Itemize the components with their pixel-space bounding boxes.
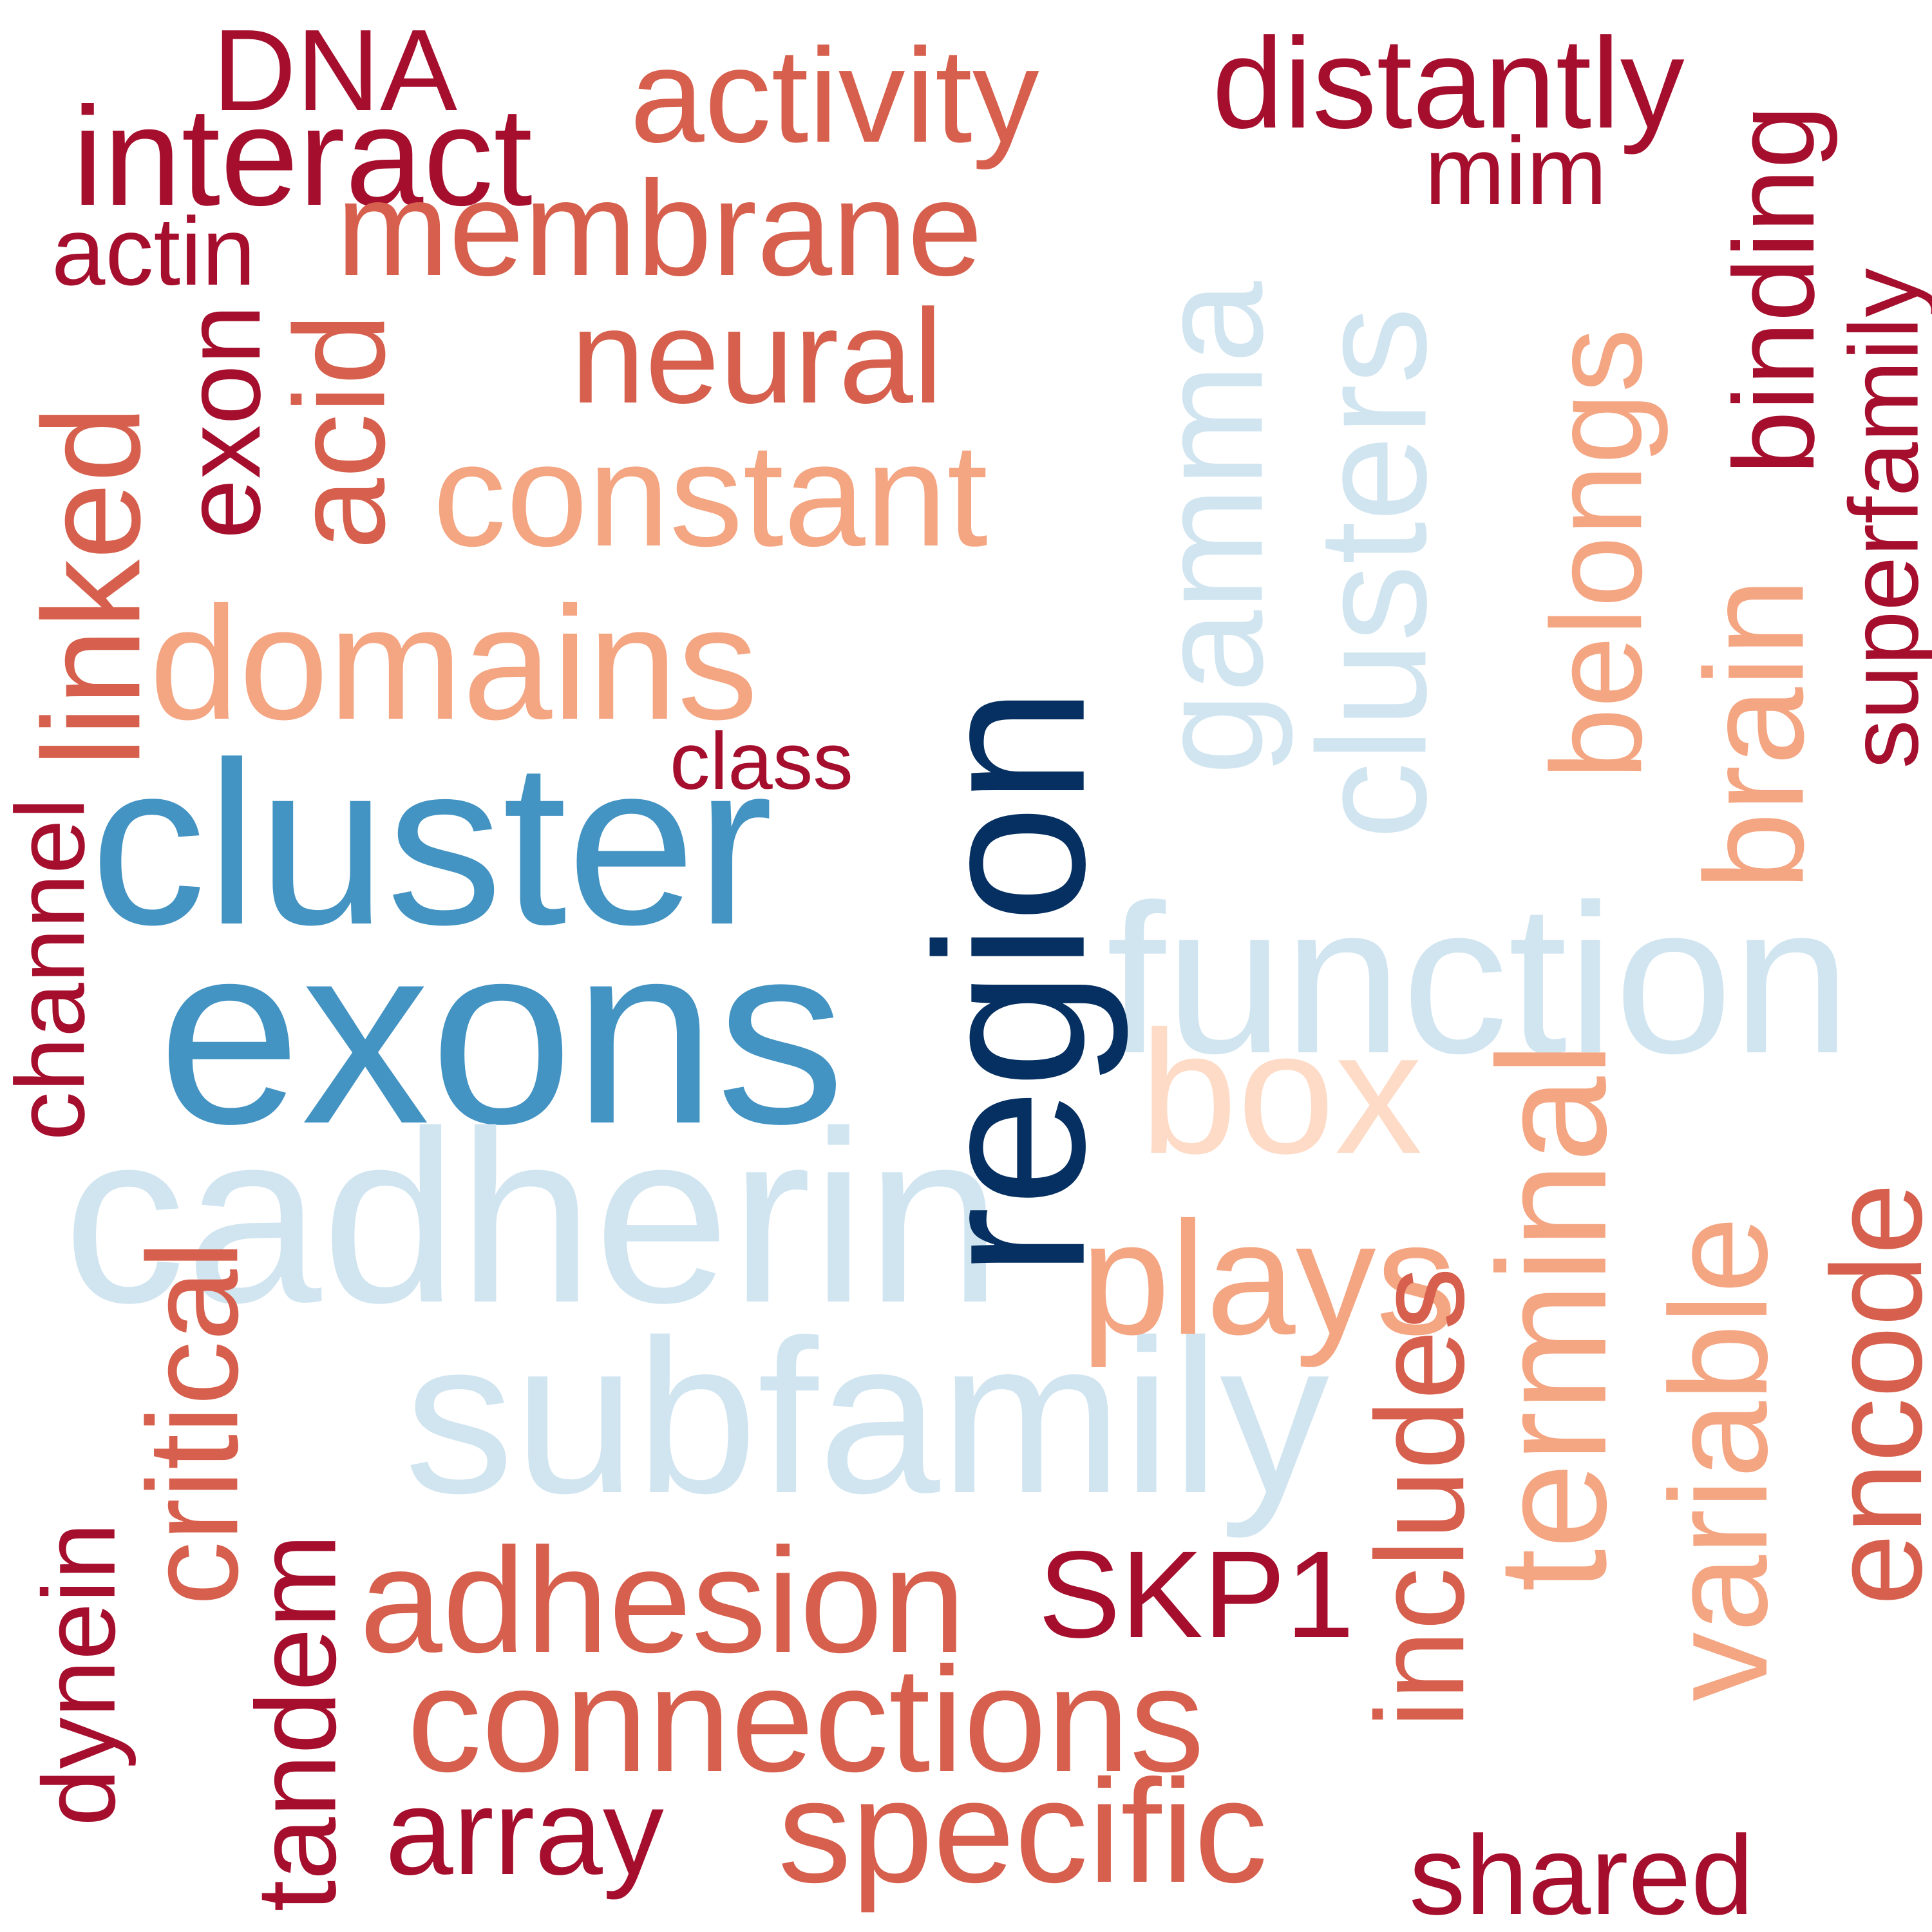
word-binding: binding [1710, 104, 1839, 475]
word-dynein: dynein [21, 1522, 137, 1826]
word-belongs: belongs [1524, 328, 1669, 780]
word-subfamily: subfamily [404, 1294, 1330, 1539]
word-skp1: SKP1 [1038, 1525, 1354, 1663]
word-neural: neural [571, 282, 943, 431]
word-array: array [385, 1764, 664, 1900]
word-tandem: tandem [233, 1533, 360, 1912]
word-clusters: clusters [1285, 307, 1458, 840]
word-region: region [891, 687, 1129, 1278]
word-actin: actin [52, 197, 256, 305]
word-channel: channel [0, 797, 106, 1141]
word-superfamily: superfamily [1829, 268, 1932, 769]
word-membrane: membrane [336, 153, 983, 304]
word-dna: DNA [213, 6, 458, 135]
word-acid: acid [267, 313, 412, 550]
word-mim: mim [1425, 117, 1607, 225]
word-class: class [670, 717, 853, 806]
word-function: function [1106, 860, 1851, 1097]
word-plays: plays [1081, 1188, 1457, 1368]
word-distantly: distantly [1212, 12, 1685, 155]
word-adhesion: adhesion [359, 1517, 966, 1684]
word-includes: includes [1349, 1267, 1490, 1728]
word-exon: exon [162, 304, 283, 540]
word-activity: activity [630, 21, 1039, 171]
word-terminal: terminal [1465, 1042, 1638, 1592]
word-cluster: cluster [90, 714, 773, 973]
word-specific: specific [778, 1750, 1268, 1913]
word-variable: variable [1640, 1216, 1796, 1701]
word-box: box [1140, 994, 1423, 1190]
word-brain: brain [1676, 578, 1833, 891]
word-constant: constant [433, 413, 988, 577]
word-connections: connections [407, 1636, 1205, 1803]
word-encode: encode [1805, 1182, 1932, 1606]
word-gamma: gamma [1127, 281, 1293, 775]
word-domains: domains [149, 573, 758, 753]
word-interact: interact [72, 79, 533, 235]
word-cadherin: cadherin [63, 1080, 1002, 1354]
word-exons: exons [158, 889, 846, 1177]
word-linked: linked [14, 405, 169, 767]
word-shared: shared [1409, 1813, 1754, 1932]
